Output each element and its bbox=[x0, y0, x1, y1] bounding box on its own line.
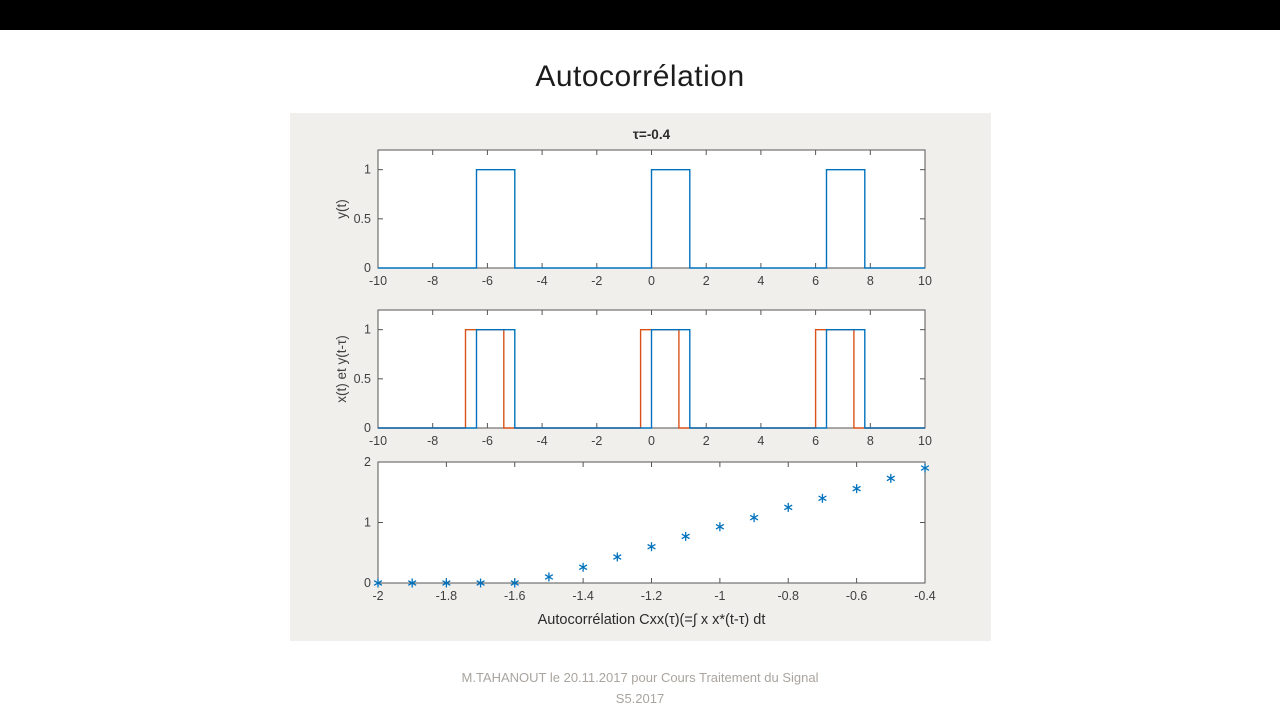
asterisk-marker bbox=[818, 493, 827, 503]
x-tick-label: 4 bbox=[757, 434, 764, 448]
y-tick-label: 0 bbox=[364, 421, 371, 435]
y-tick-label: 0 bbox=[364, 261, 371, 275]
x-tick-label: -1.8 bbox=[436, 589, 458, 603]
x-tick-label: -6 bbox=[482, 434, 493, 448]
y-tick-label: 0.5 bbox=[354, 212, 371, 226]
axis-box bbox=[377, 461, 926, 584]
asterisk-marker bbox=[920, 463, 930, 473]
asterisk-marker bbox=[886, 473, 896, 483]
x-tick-label: 10 bbox=[918, 274, 932, 288]
series-line bbox=[378, 169, 925, 269]
y-axis-label: x(t) et y(t-τ) bbox=[334, 335, 349, 403]
x-tick-label: -4 bbox=[537, 274, 548, 288]
x-tick-label: -4 bbox=[537, 434, 548, 448]
x-tick-label: -1 bbox=[714, 589, 725, 603]
y-tick-label: 1 bbox=[364, 323, 371, 337]
x-tick-label: -0.4 bbox=[914, 589, 936, 603]
subplot: -2 -1.8 -1.6 -1.4 -1.2 -1 -0.8 -0.6 -0.4 0 1 2 Autoc… bbox=[364, 455, 936, 628]
x-tick-label: 6 bbox=[812, 274, 819, 288]
plot-area bbox=[378, 462, 925, 583]
asterisk-marker bbox=[510, 578, 519, 588]
asterisk-marker bbox=[373, 578, 383, 588]
x-tick-label: 0 bbox=[648, 274, 655, 288]
slide-title: Autocorrélation bbox=[535, 60, 745, 93]
plot-title: τ=-0.4 bbox=[633, 127, 671, 142]
y-tick-label: 0.5 bbox=[354, 372, 371, 386]
asterisk-marker bbox=[852, 484, 861, 494]
x-tick-label: -10 bbox=[369, 274, 387, 288]
asterisk-marker bbox=[578, 562, 588, 572]
x-tick-label: -2 bbox=[591, 434, 602, 448]
asterisk-marker bbox=[476, 578, 485, 588]
x-tick-label: -8 bbox=[427, 434, 438, 448]
x-tick-label: 0 bbox=[648, 434, 655, 448]
asterisk-marker bbox=[442, 578, 451, 588]
y-axis-label: y(t) bbox=[334, 199, 349, 219]
asterisk-marker bbox=[715, 522, 725, 532]
x-tick-label: -8 bbox=[427, 274, 438, 288]
y-tick-label: 2 bbox=[364, 455, 371, 469]
x-tick-label: 4 bbox=[757, 274, 764, 288]
y-tick-label: 1 bbox=[364, 516, 371, 530]
x-axis-label: Autocorrélation Cxx(τ)(=∫ x x*(t-τ) dt bbox=[538, 612, 766, 628]
x-tick-label: -1.6 bbox=[504, 589, 526, 603]
asterisk-marker bbox=[784, 502, 793, 512]
x-tick-label: -1.4 bbox=[572, 589, 594, 603]
y-tick-label: 0 bbox=[364, 576, 371, 590]
subplot: -10 -8 -6 -4 -2 0 2 4 6 8 10 0 0.5 1 x(t) et y(t-τ) bbox=[334, 309, 932, 448]
asterisk-marker bbox=[749, 513, 759, 523]
matlab-figure: -10 -8 -6 -4 -2 0 2 4 6 8 10 0 0.5 1 τ=-0.4 y(t) -10 -8 -6… bbox=[290, 113, 991, 641]
footer-line-1: M.TAHANOUT le 20.11.2017 pour Cours Trai… bbox=[461, 670, 819, 685]
y-tick-label: 1 bbox=[364, 163, 371, 177]
letterbox-top-bar bbox=[0, 0, 1280, 30]
x-tick-label: -6 bbox=[482, 274, 493, 288]
x-tick-label: 2 bbox=[703, 274, 710, 288]
x-tick-label: -0.6 bbox=[846, 589, 868, 603]
x-tick-label: 6 bbox=[812, 434, 819, 448]
asterisk-marker bbox=[613, 552, 622, 562]
x-tick-label: -10 bbox=[369, 434, 387, 448]
asterisk-marker bbox=[544, 572, 554, 582]
x-tick-label: -0.8 bbox=[777, 589, 799, 603]
asterisk-marker bbox=[647, 542, 656, 552]
x-tick-label: 10 bbox=[918, 434, 932, 448]
x-tick-label: -1.2 bbox=[641, 589, 663, 603]
x-tick-label: 2 bbox=[703, 434, 710, 448]
x-tick-label: 8 bbox=[867, 274, 874, 288]
series-line bbox=[378, 329, 925, 429]
subplot: -10 -8 -6 -4 -2 0 2 4 6 8 10 0 0.5 1 τ=-0.4 y(t) bbox=[334, 127, 932, 288]
asterisk-marker bbox=[681, 531, 690, 541]
x-tick-label: -2 bbox=[591, 274, 602, 288]
footer-line-2: S5.2017 bbox=[615, 691, 665, 706]
x-tick-label: -2 bbox=[372, 589, 383, 603]
asterisk-marker bbox=[407, 578, 417, 588]
footer-credit: M.TAHANOUT le 20.11.2017 pour Cours Trai… bbox=[0, 667, 1280, 709]
x-tick-label: 8 bbox=[867, 434, 874, 448]
